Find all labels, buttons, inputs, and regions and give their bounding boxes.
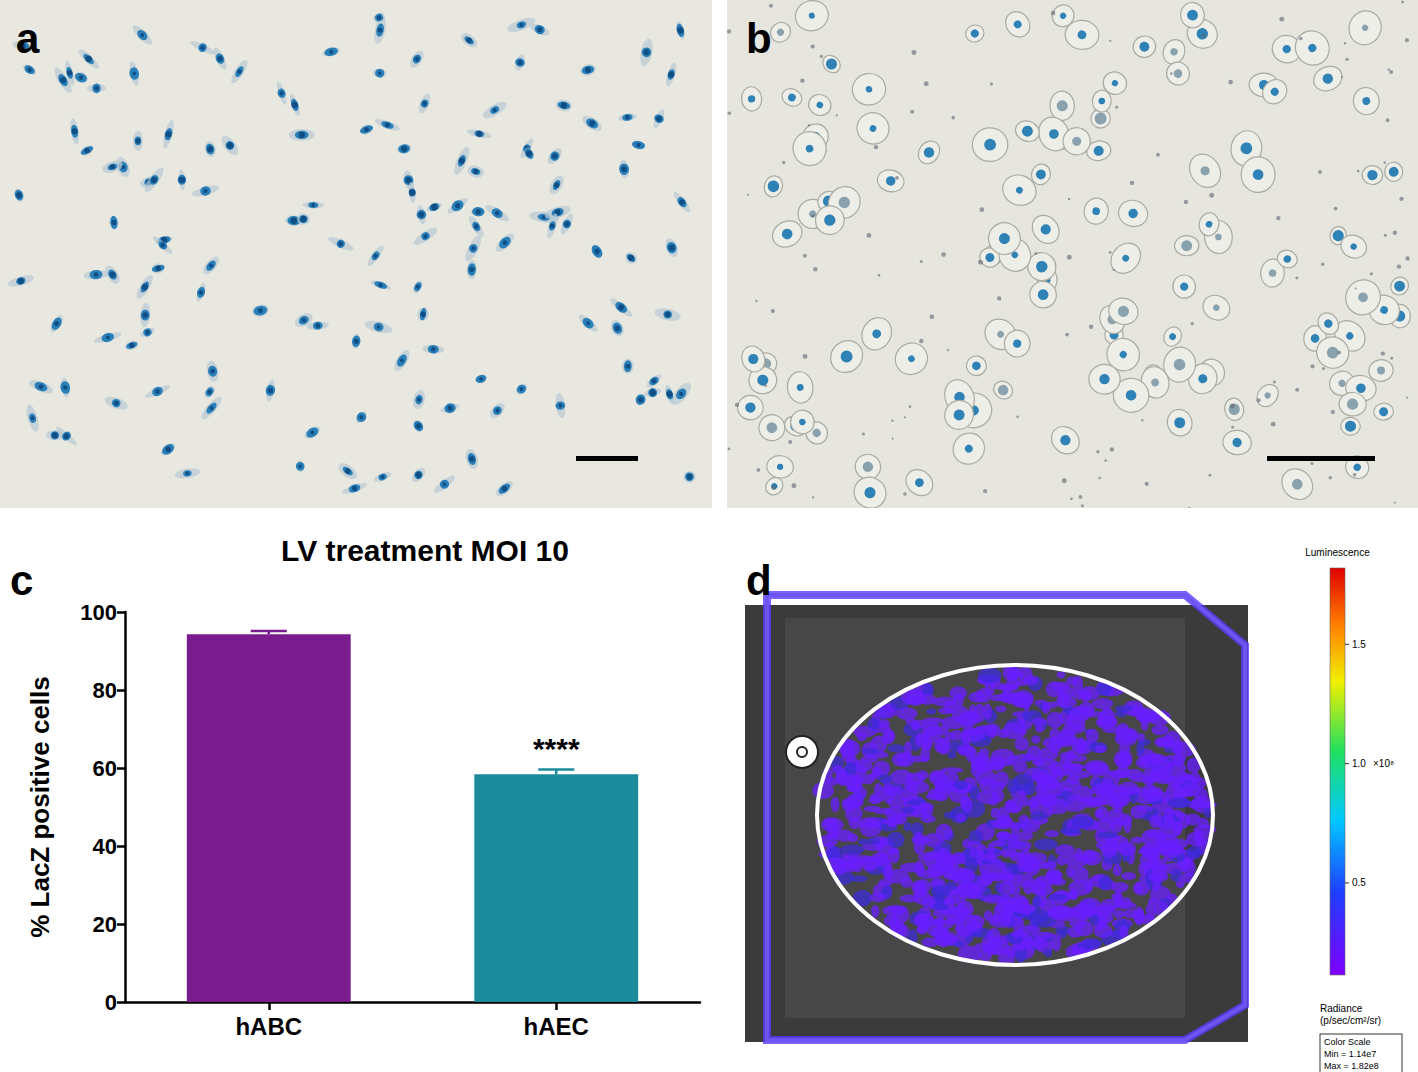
html-text:b: b <box>746 15 772 62</box>
svg-text:Min = 1.14e7: Min = 1.14e7 <box>1324 1049 1376 1059</box>
svg-text:****: **** <box>533 732 580 765</box>
svg-text:(p/sec/cm²/sr): (p/sec/cm²/sr) <box>1320 1015 1381 1026</box>
svg-text:% LacZ positive cells: % LacZ positive cells <box>25 676 55 938</box>
html-text:d: d <box>746 557 772 604</box>
svg-text:Max = 1.82e8: Max = 1.82e8 <box>1324 1061 1379 1071</box>
svg-text:0.5: 0.5 <box>1352 877 1366 888</box>
svg-text:Radiance: Radiance <box>1320 1003 1363 1014</box>
html-text:c: c <box>10 557 34 604</box>
svg-text:60: 60 <box>93 756 117 781</box>
svg-text:40: 40 <box>93 834 117 859</box>
svg-text:0: 0 <box>105 990 117 1015</box>
svg-text:80: 80 <box>93 678 117 703</box>
svg-text:1.0: 1.0 <box>1352 758 1366 769</box>
svg-text:hAEC: hAEC <box>524 1013 589 1040</box>
svg-text:100: 100 <box>80 600 117 625</box>
svg-text:1.5: 1.5 <box>1352 639 1366 650</box>
svg-text:hABC: hABC <box>235 1013 302 1040</box>
svg-text:Color Scale: Color Scale <box>1324 1037 1371 1047</box>
html-text:a: a <box>16 15 40 62</box>
svg-text:×10⁸: ×10⁸ <box>1373 758 1394 769</box>
svg-text:LV treatment MOI 10: LV treatment MOI 10 <box>281 534 569 567</box>
svg-text:20: 20 <box>93 912 117 937</box>
svg-text:Luminescence: Luminescence <box>1305 547 1370 558</box>
